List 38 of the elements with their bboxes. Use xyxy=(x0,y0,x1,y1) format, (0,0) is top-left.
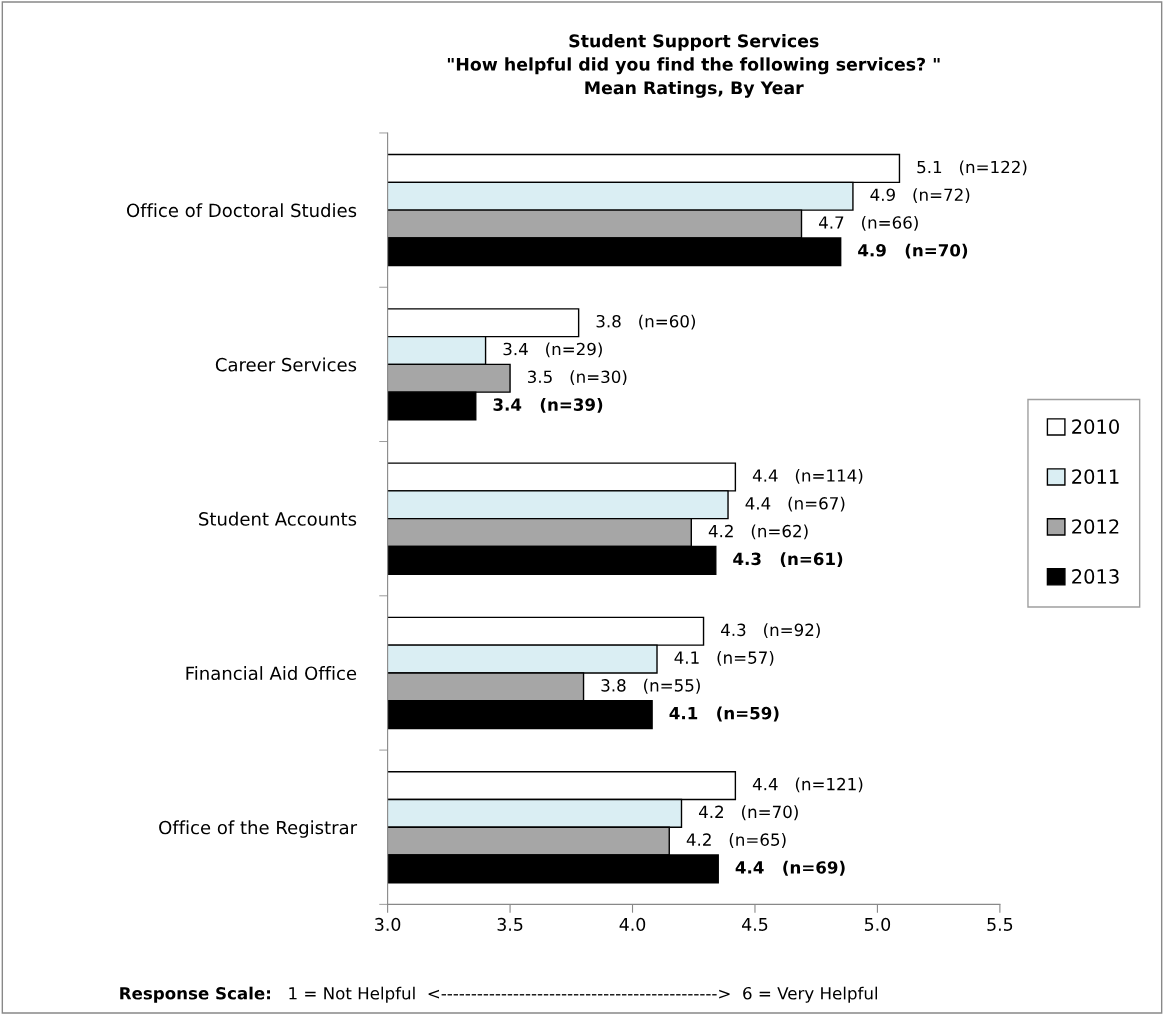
data-label: 4.9 (n=72) xyxy=(870,188,970,204)
y-tick-label: Student Accounts xyxy=(199,511,357,526)
legend-label: 2012 xyxy=(1072,519,1119,534)
data-label: 4.9 (n=70) xyxy=(858,243,968,259)
x-tick-label: 4.0 xyxy=(619,917,646,931)
data-label: 3.4 (n=29) xyxy=(503,342,602,358)
data-label: 4.2 (n=65) xyxy=(686,833,786,848)
data-label: 4.4 (n=67) xyxy=(745,496,845,512)
y-tick-label: Office of Doctoral Studies xyxy=(126,203,357,218)
x-tick-label: 3.5 xyxy=(497,917,523,931)
y-tick-label: Financial Aid Office xyxy=(186,666,357,681)
data-label: 4.3 (n=61) xyxy=(733,552,843,568)
text: Response Scale: xyxy=(120,986,271,1003)
data-label: 3.4 (n=39) xyxy=(493,397,603,413)
x-tick-label: 5.5 xyxy=(987,918,1013,931)
legend-label: 2011 xyxy=(1072,469,1119,484)
data-label: 3.8 (n=55) xyxy=(601,678,700,694)
chart-title: Student Support Services "How helpful did you find the following services? " Mean Ratings, By Year xyxy=(447,33,940,98)
y-tick-label: Career Services xyxy=(215,357,357,372)
data-label: 4.1 (n=59) xyxy=(669,706,779,722)
data-label: 4.2 (n=62) xyxy=(708,524,808,540)
data-label: 5.1 (n=122) xyxy=(917,160,1027,176)
data-label: 4.1 (n=57) xyxy=(674,651,774,666)
data-label: 4.7 (n=66) xyxy=(818,215,918,231)
data-label: 4.4 (n=121) xyxy=(752,777,863,793)
y-tick-label: Office of the Registrar xyxy=(159,820,358,838)
legend-label: 2013 xyxy=(1072,569,1119,584)
data-label: 4.4 (n=69) xyxy=(735,860,845,876)
x-tick-label: 3.0 xyxy=(375,917,401,931)
data-label: 3.8 (n=60) xyxy=(596,314,696,330)
x-tick-label: 5.0 xyxy=(864,917,891,931)
data-label: 4.3 (n=92) xyxy=(721,623,820,639)
text: 1 = Not Helpful <----------------------------------------------> 6 = Very Helpful xyxy=(289,986,878,1003)
legend-label: 2010 xyxy=(1072,419,1119,434)
x-tick-label: 4.5 xyxy=(742,918,768,931)
data-label: 3.5 (n=30) xyxy=(528,370,627,386)
data-label: 4.2 (n=70) xyxy=(698,805,798,821)
data-label: 4.4 (n=114) xyxy=(752,468,863,484)
